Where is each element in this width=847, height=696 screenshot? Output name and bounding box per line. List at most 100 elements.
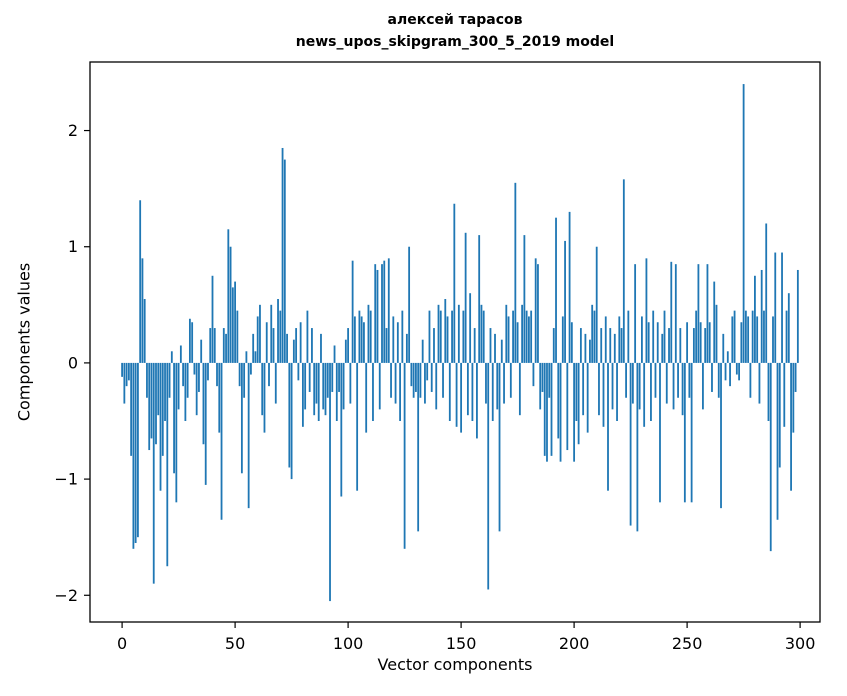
bar xyxy=(175,362,178,503)
bar xyxy=(500,339,503,363)
bar xyxy=(733,310,736,363)
x-tick-label: 300 xyxy=(785,634,816,653)
bar xyxy=(552,328,555,363)
bar xyxy=(123,362,126,404)
bar xyxy=(726,351,729,363)
bar xyxy=(688,362,691,398)
bar xyxy=(415,362,417,392)
bar xyxy=(670,261,673,363)
bar xyxy=(758,362,761,404)
bar xyxy=(704,328,707,363)
bar xyxy=(155,362,157,445)
y-tick-label: −2 xyxy=(54,586,78,605)
bar xyxy=(353,316,356,363)
bar xyxy=(735,362,738,375)
bar xyxy=(523,235,526,363)
bar xyxy=(518,362,521,416)
bar xyxy=(121,362,123,377)
bar xyxy=(692,328,695,363)
bar xyxy=(706,264,709,363)
bar xyxy=(568,211,571,363)
bar xyxy=(618,316,621,363)
bar xyxy=(749,362,752,398)
bar xyxy=(595,246,598,363)
bar xyxy=(177,362,180,410)
bar xyxy=(374,264,377,363)
bar xyxy=(329,362,331,602)
bar xyxy=(182,362,185,387)
bar xyxy=(451,310,453,363)
bar xyxy=(532,362,535,387)
bar xyxy=(604,316,607,363)
bar xyxy=(234,281,236,363)
bar xyxy=(607,362,609,491)
bar xyxy=(787,293,790,363)
bar xyxy=(654,362,657,398)
bar xyxy=(315,362,318,404)
bar xyxy=(636,362,639,532)
bar xyxy=(134,362,137,543)
bar xyxy=(301,362,304,427)
bar xyxy=(453,203,456,363)
bar xyxy=(613,333,616,363)
y-axis-label: Components values xyxy=(14,262,34,422)
bar xyxy=(756,316,759,363)
bar xyxy=(792,362,795,433)
bar xyxy=(261,362,264,416)
bar xyxy=(430,362,433,392)
bar xyxy=(399,362,401,421)
x-tick-label: 200 xyxy=(559,634,590,653)
bar xyxy=(503,362,505,404)
bar xyxy=(695,310,698,363)
bar xyxy=(650,362,652,421)
bar xyxy=(672,362,675,410)
bar xyxy=(765,223,768,363)
bar xyxy=(652,310,655,363)
bar xyxy=(306,310,309,363)
bar xyxy=(130,362,133,456)
bar xyxy=(460,362,463,433)
bar xyxy=(509,362,512,398)
chart-title: алексей тарасов news_upos_skipgram_300_5… xyxy=(90,10,820,53)
bar xyxy=(683,362,686,503)
bar xyxy=(435,362,438,410)
bar xyxy=(137,362,139,538)
bar xyxy=(236,310,239,363)
bar xyxy=(661,333,664,363)
bar xyxy=(381,264,383,363)
bar xyxy=(715,304,718,363)
bar xyxy=(250,362,252,375)
bar xyxy=(722,333,725,363)
bar xyxy=(256,316,259,363)
bar xyxy=(781,252,783,363)
bar xyxy=(265,322,268,363)
bar xyxy=(394,362,397,404)
bar xyxy=(152,362,155,584)
bar xyxy=(731,316,734,363)
bar xyxy=(401,310,404,363)
bar xyxy=(582,362,585,416)
bar xyxy=(620,328,623,363)
bar xyxy=(188,318,191,363)
bar xyxy=(772,316,774,363)
bar xyxy=(168,362,171,398)
x-tick-label: 0 xyxy=(117,634,127,653)
bar xyxy=(796,269,799,363)
bar xyxy=(279,310,282,363)
bar xyxy=(638,362,641,410)
bar xyxy=(681,362,684,416)
bar xyxy=(342,362,345,410)
bar xyxy=(297,362,300,381)
bar xyxy=(478,235,481,363)
bar xyxy=(437,304,440,363)
bar xyxy=(767,362,770,421)
bar xyxy=(514,182,517,363)
bar xyxy=(173,362,175,474)
bar xyxy=(238,362,241,387)
y-tick-label: −1 xyxy=(54,470,78,489)
bar xyxy=(491,362,494,421)
bar xyxy=(677,362,679,398)
bar xyxy=(229,246,232,363)
bar xyxy=(724,362,727,381)
bar xyxy=(541,362,544,392)
